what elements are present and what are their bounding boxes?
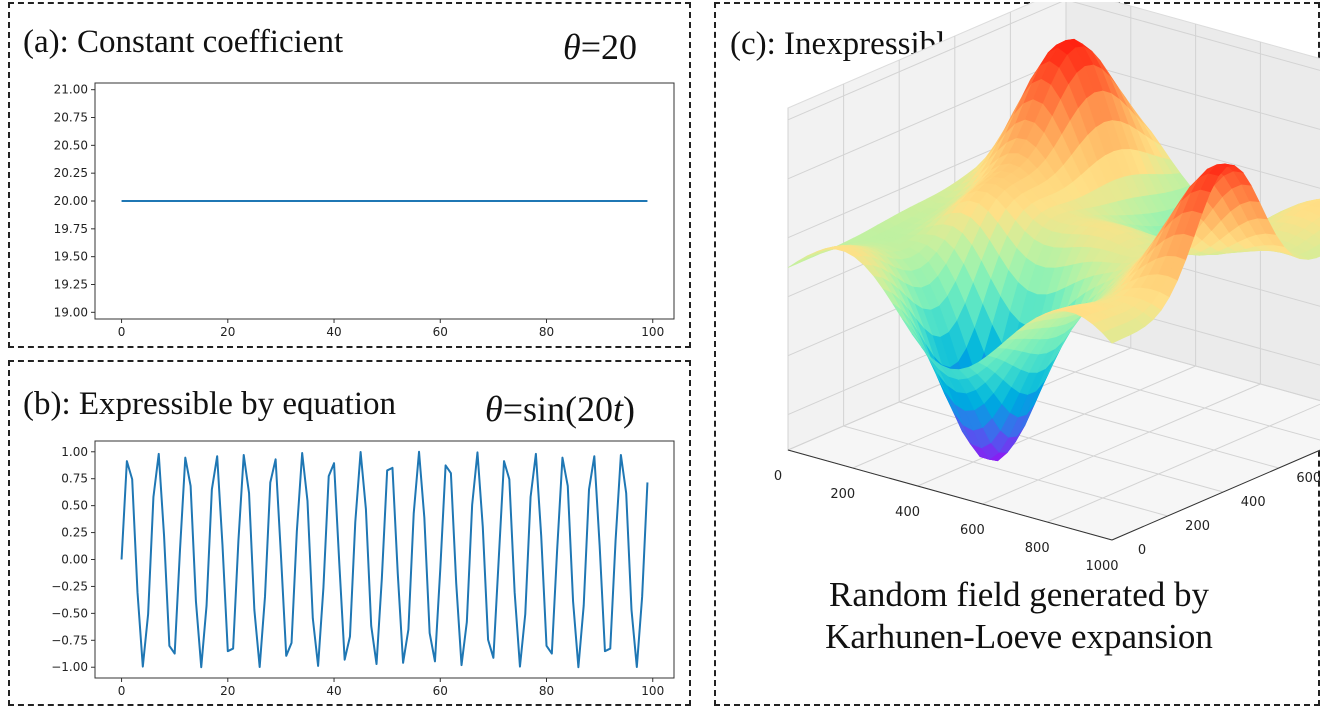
panel-b: (b): Expressible by equation θ=sin(20t) … xyxy=(8,360,691,706)
theta-symbol: θ xyxy=(563,27,581,67)
panel-c: (c): Inexpressible by equation 0 200 400 60… xyxy=(714,2,1320,706)
x-tick-label: 0 xyxy=(774,469,782,484)
formula-close: ) xyxy=(623,389,636,429)
y-tick-label: 0 xyxy=(1138,543,1146,558)
x-tick-label: 200 xyxy=(830,487,855,502)
y-tick-label: −1.00 xyxy=(51,660,88,674)
panel-c-caption: Random field generated by Karhunen-Loeve… xyxy=(716,574,1322,658)
panel-a: (a): Constant coefficient θ=20 0 20 40 60 80… xyxy=(8,2,691,348)
y-tick-label: 19.25 xyxy=(54,277,88,291)
y-axis xyxy=(1111,449,1320,541)
chart-a: 0 20 40 60 80 100 19.00 19.25 19.50 19.75 20.00 20.… xyxy=(54,82,675,339)
y-tick-label: 20.50 xyxy=(54,138,88,152)
panel-a-formula: θ=20 xyxy=(563,26,637,68)
grid-line xyxy=(898,60,1224,493)
y-tick-label: 19.50 xyxy=(54,250,88,264)
y-tick-label: −0.75 xyxy=(51,633,88,647)
x-tick-label: 60 xyxy=(433,325,448,339)
x-tick-label: 20 xyxy=(220,325,235,339)
y-tick-label: 20.00 xyxy=(54,194,88,208)
plot-frame xyxy=(94,440,675,679)
caption-line-2: Karhunen-Loeve expansion xyxy=(825,617,1213,656)
x-tick-label: 40 xyxy=(326,325,341,339)
theta-symbol: θ xyxy=(485,389,503,429)
grid-line xyxy=(1047,403,1320,523)
formula-func: =sin(20 xyxy=(502,389,613,429)
y-tick-label: 0.00 xyxy=(61,553,88,567)
x-tick-label: 600 xyxy=(960,523,985,538)
y-tick-label: 20.75 xyxy=(54,111,88,125)
y-tick-label: 200 xyxy=(1185,519,1210,534)
panel-b-formula: θ=sin(20t) xyxy=(485,388,635,430)
grid-line xyxy=(787,2,1320,121)
panel-a-title: (a): Constant coefficient xyxy=(23,24,344,60)
x-tick-label: 80 xyxy=(539,325,554,339)
formula-var: t xyxy=(613,389,624,429)
x-tick-label: 0 xyxy=(118,684,126,698)
panel-b-title: (b): Expressible by equation xyxy=(23,386,396,422)
x-tick-label: 1000 xyxy=(1085,559,1118,574)
y-tick-label: 0.50 xyxy=(61,499,88,513)
chart-c-surface: 0200400600800100002004006008001000−0.50.… xyxy=(774,2,1320,574)
y-tick-label: −0.25 xyxy=(51,579,88,593)
series-line xyxy=(120,450,649,669)
y-tick-label: 1.00 xyxy=(61,445,88,459)
y-tick-label: 19.00 xyxy=(54,305,88,319)
y-tick-label: 600 xyxy=(1296,471,1320,486)
x-tick-label: 80 xyxy=(539,684,554,698)
x-tick-label: 60 xyxy=(433,684,448,698)
x-tick-label: 800 xyxy=(1025,541,1050,556)
grid-line xyxy=(843,84,1168,517)
surface xyxy=(787,38,1320,462)
x-tick-label: 400 xyxy=(895,505,920,520)
y-tick-label: 0.25 xyxy=(61,526,88,540)
x-tick-label: 0 xyxy=(118,325,126,339)
x-tick-label: 40 xyxy=(326,684,341,698)
x-tick-label: 100 xyxy=(641,325,664,339)
y-tick-label: −0.50 xyxy=(51,606,88,620)
formula-value: =20 xyxy=(580,27,637,67)
y-tick-label: 0.75 xyxy=(61,472,88,486)
surface-cell xyxy=(1101,328,1121,344)
y-tick-label: 20.25 xyxy=(54,166,88,180)
x-tick-label: 20 xyxy=(220,684,235,698)
x-tick-label: 100 xyxy=(641,684,664,698)
x-axis xyxy=(787,449,1113,541)
chart-b: 0 20 40 60 80 100 −1.00 −0.75 −0.50 −0.25 0.00 0.25… xyxy=(51,440,675,698)
y-tick-label: 21.00 xyxy=(54,83,88,97)
surface-cell xyxy=(1313,229,1320,240)
y-tick-label: 400 xyxy=(1241,495,1266,510)
y-tick-label: 19.75 xyxy=(54,222,88,236)
surface-cell xyxy=(1314,243,1320,252)
caption-line-1: Random field generated by xyxy=(828,575,1209,614)
